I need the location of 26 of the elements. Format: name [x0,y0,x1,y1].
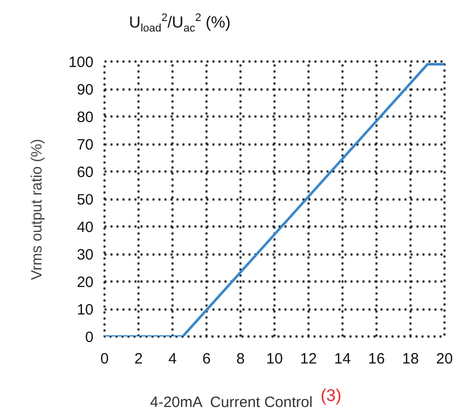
y-tick-label: 70 [76,136,94,154]
x-tick-label: 4 [168,350,177,368]
y-tick-label: 100 [68,54,94,71]
y-axis-title: Vrms output ratio (%) [28,138,46,280]
y-tick-label: 30 [76,246,94,264]
x-tick-label: 20 [436,350,453,368]
x-tick-label: 12 [300,350,317,368]
x-tick-label: 6 [202,350,211,368]
y-tick-label: 40 [76,219,94,236]
y-tick-label: 10 [76,302,94,318]
x-tick-label: 8 [236,350,245,368]
y-tick-label: 0 [85,329,94,346]
x-tick-label: 2 [134,350,143,368]
x-tick-label: 10 [266,350,283,368]
y-tick-label: 20 [76,274,94,291]
x-tick-label: 14 [334,350,351,368]
y-tick-label: 50 [76,192,94,208]
text: (3) [320,386,342,405]
y-tick-label: 90 [76,82,94,98]
y-tick-label: 60 [76,164,94,181]
y-tick-label: 80 [76,109,94,126]
chart-title: U$_{load}$$^{2}$/U$_{ac}$$^{2}$ (%) [128,11,231,37]
x-tick-label: 16 [368,350,385,368]
x-tick-label: 0 [100,350,109,368]
x-axis-title: 4-20mA Current Control [150,394,313,411]
x-tick-label: 18 [402,350,419,368]
